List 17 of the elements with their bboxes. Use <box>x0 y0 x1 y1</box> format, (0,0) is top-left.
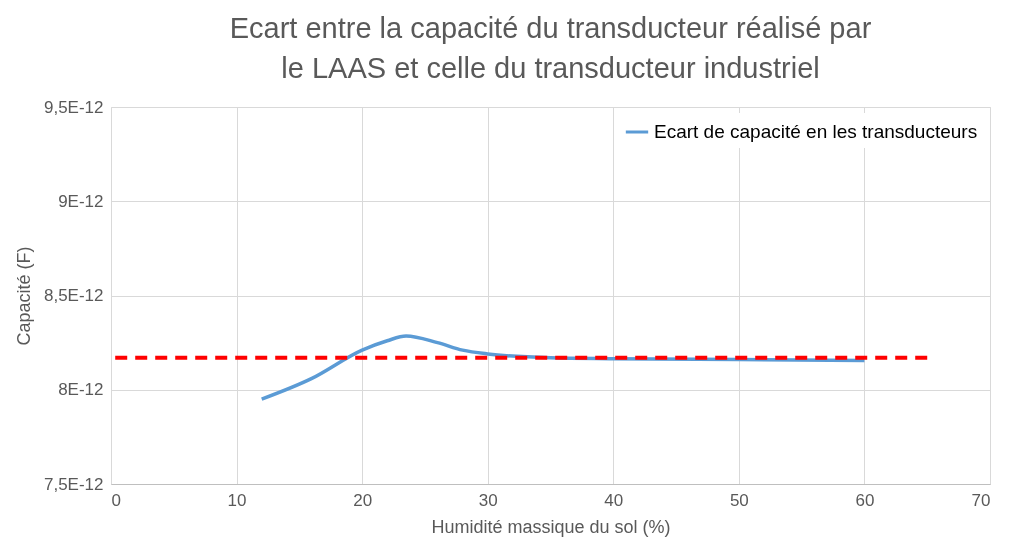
x-tick-label: 40 <box>604 490 624 510</box>
y-tick-label: 9,5E-12 <box>43 97 104 117</box>
y-tick-label: 7,5E-12 <box>43 474 104 494</box>
x-tick-label: 30 <box>478 490 498 510</box>
y-tick-label: 8,5E-12 <box>43 286 104 305</box>
x-tick-label: 50 <box>729 490 749 510</box>
x-tick-label: 10 <box>227 490 247 510</box>
x-tick-label: 0 <box>111 490 121 510</box>
y-tick-label: 8E-12 <box>58 380 104 400</box>
x-tick-label: 60 <box>855 490 875 510</box>
y-axis-title: Capacité (F) <box>13 246 34 346</box>
chart-title: Ecart entre la capacité du transducteur réalisé par le LAAS et celle du transducteur industriel <box>229 12 872 84</box>
legend-label: Ecart de capacité en les transducteurs <box>654 121 978 142</box>
y-tick-label: 9E-12 <box>58 191 104 211</box>
x-axis-title: Humidité massique du sol (%) <box>431 516 671 537</box>
x-tick-label: 20 <box>353 490 373 510</box>
x-tick-label: 70 <box>971 490 991 510</box>
